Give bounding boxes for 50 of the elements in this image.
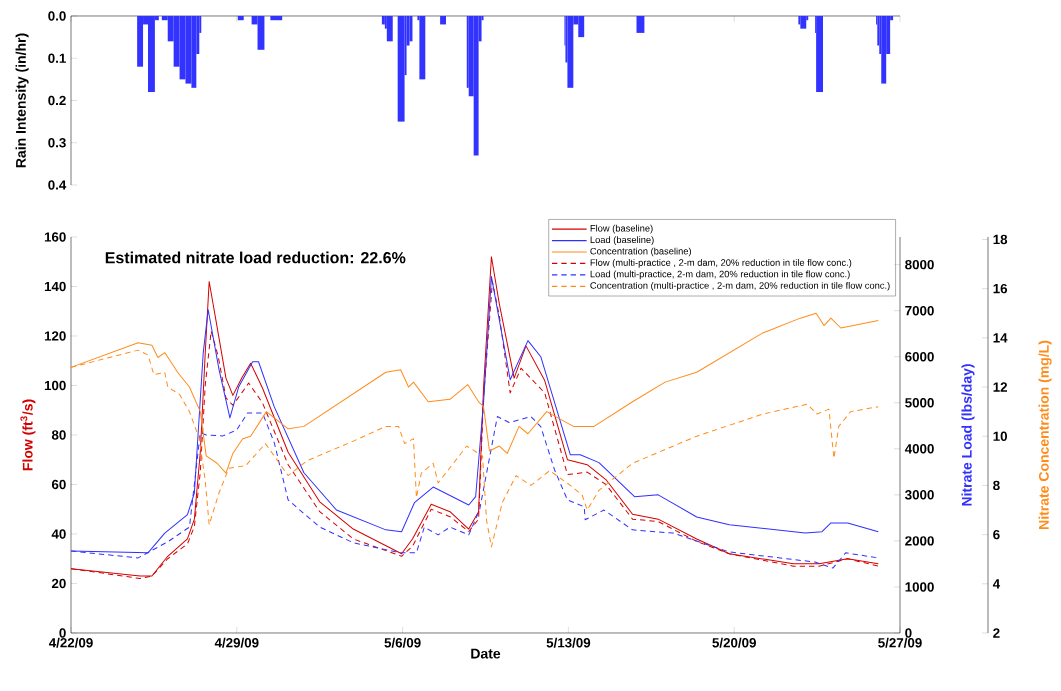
x-axis-title: Date xyxy=(471,648,501,659)
x-tick-label: 5/6/09 xyxy=(384,637,421,648)
y3-tick-label: 10 xyxy=(993,431,1008,441)
y3-axis-title: Nitrate Concentration (mg/L) xyxy=(1038,340,1052,529)
y3-tick-label: 14 xyxy=(993,333,1008,343)
y-tick-label: 160 xyxy=(44,232,66,242)
y-tick-label: 0.2 xyxy=(48,95,66,106)
y-axis-title: Rain Intensity (in/hr) xyxy=(15,33,29,168)
y-tick-label: 100 xyxy=(44,380,66,391)
x-tick-label: 5/27/09 xyxy=(878,637,922,648)
legend-label: Load (multi-practice, 2-m dam, 20% reduction in tile flow conc.) xyxy=(590,270,850,280)
legend-label: Flow (baseline) xyxy=(590,224,653,234)
y2-tick-label: 5000 xyxy=(905,398,934,408)
y3-tick-label: 12 xyxy=(993,382,1008,392)
y-tick-label: 0.4 xyxy=(48,180,67,190)
y2-tick-label: 7000 xyxy=(905,305,934,316)
y-axis-title: Flow (ft$^{3}$/s) xyxy=(20,399,36,471)
y3-tick-label: 8 xyxy=(993,480,1000,491)
legend-label: Concentration (multi-practice , 2-m dam, 20% reduction in tile flow conc.) xyxy=(590,281,890,291)
legend-label: Load (baseline) xyxy=(590,236,654,245)
y3-tick-label: 2 xyxy=(993,628,1000,638)
y-tick-label: 60 xyxy=(51,479,66,490)
y-tick-label: 40 xyxy=(51,529,66,539)
y3-tick-label: 6 xyxy=(993,529,1000,540)
y3-tick-label: 18 xyxy=(993,234,1008,245)
y2-tick-label: 8000 xyxy=(905,259,934,270)
y-tick-label: 0.0 xyxy=(48,11,66,21)
x-tick-label: 4/29/09 xyxy=(214,637,259,648)
y-tick-label: 0.1 xyxy=(48,53,66,63)
y-tick-label: 0.3 xyxy=(48,138,66,148)
x-tick-label: 4/22/09 xyxy=(48,637,93,648)
y-tick-label: 140 xyxy=(44,281,66,292)
x-tick-label: 5/13/09 xyxy=(546,637,591,648)
y-tick-label: 120 xyxy=(44,331,66,341)
y3-tick-label: 4 xyxy=(992,579,1001,589)
y2-tick-label: 1000 xyxy=(905,582,934,592)
y2-tick-label: 4000 xyxy=(904,444,934,454)
y3-tick-label: 16 xyxy=(993,283,1008,294)
x-tick-label: 5/20/09 xyxy=(712,637,756,648)
annotation: Estimated nitrate load reduction: 22.6% xyxy=(105,251,406,264)
y2-tick-label: 6000 xyxy=(905,352,934,362)
y2-tick-label: 2000 xyxy=(905,536,934,546)
y2-axis-title: Nitrate Load (lbs/day) xyxy=(961,364,975,506)
y-tick-label: 20 xyxy=(51,578,66,589)
legend-label: Concentration (baseline) xyxy=(590,247,691,257)
legend-label: Flow (multi-practice , 2-m dam, 20% reduction in tile flow conc.) xyxy=(590,259,852,268)
y2-tick-label: 0 xyxy=(905,628,912,638)
y2-tick-label: 3000 xyxy=(905,490,934,500)
y-tick-label: 80 xyxy=(51,430,66,440)
y-tick-label: 0 xyxy=(59,628,66,638)
